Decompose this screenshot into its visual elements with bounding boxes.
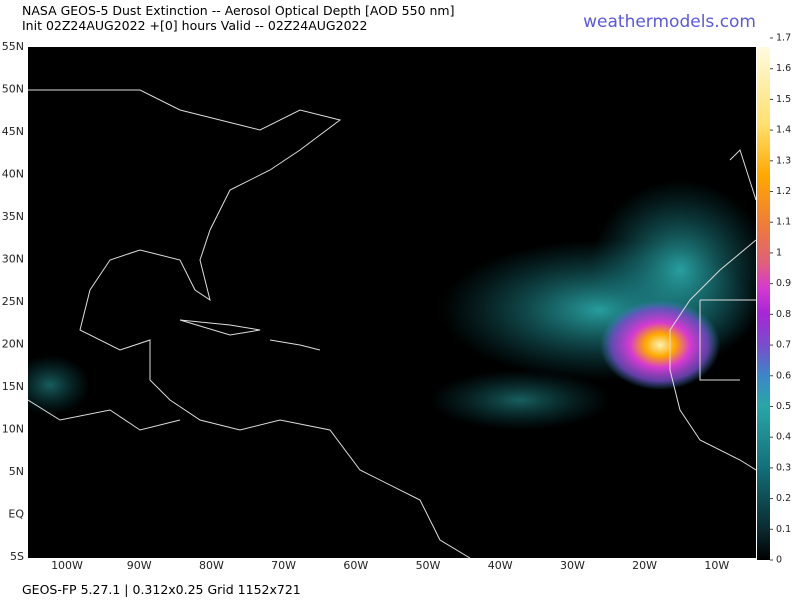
lat-label: 25N: [2, 295, 24, 308]
lon-label: 80W: [199, 559, 224, 572]
lon-label: 100W: [51, 559, 83, 572]
colorbar-label: 1.3: [776, 155, 791, 166]
footer: GEOS-FP 5.27.1 | 0.312x0.25 Grid 1152x72…: [22, 582, 301, 597]
lat-label: 30N: [2, 253, 24, 266]
colorbar: [757, 47, 770, 560]
lon-label: 40W: [488, 559, 513, 572]
lat-label: 5S: [10, 550, 24, 563]
lat-label: 35N: [2, 210, 24, 223]
lat-label: 40N: [2, 168, 24, 181]
colorbar-label: 1.2: [776, 186, 791, 197]
colorbar-label: 0.6: [776, 370, 791, 381]
colorbar-label: 1: [776, 247, 782, 258]
lat-label: 10N: [2, 423, 24, 436]
lon-label: 70W: [271, 559, 296, 572]
colorbar-label: 0.5: [776, 401, 791, 412]
watermark: weathermodels.com: [583, 12, 756, 32]
lat-label: 5N: [9, 465, 24, 478]
colorbar-label: 0: [776, 555, 782, 566]
colorbar-label: 1.1: [776, 217, 791, 228]
lat-label: 20N: [2, 338, 24, 351]
colorbar-label: 1.5: [776, 94, 791, 105]
lat-label: EQ: [8, 508, 24, 521]
lon-label: 60W: [343, 559, 368, 572]
colorbar-label: 0.9: [776, 278, 791, 289]
colorbar-label: 1.4: [776, 125, 791, 136]
lon-label: 90W: [127, 559, 152, 572]
colorbar-label: 1.7: [776, 33, 791, 44]
colorbar-label: 0.8: [776, 309, 791, 320]
lat-label: 15N: [2, 380, 24, 393]
colorbar-label: 0.3: [776, 462, 791, 473]
lon-label: 10W: [704, 559, 729, 572]
colorbar-label: 0.4: [776, 432, 791, 443]
title: NASA GEOS-5 Dust Extinction -- Aerosol O…: [22, 3, 455, 18]
lat-label: 55N: [2, 40, 24, 53]
coastlines: [28, 89, 756, 558]
lon-label: 30W: [560, 559, 585, 572]
lat-label: 50N: [2, 83, 24, 96]
colorbar-label: 1.6: [776, 63, 791, 74]
dust-plume: [28, 180, 756, 430]
lat-label: 45N: [2, 125, 24, 138]
lon-label: 50W: [416, 559, 441, 572]
colorbar-label: 0.7: [776, 340, 791, 351]
colorbar-label: 0.2: [776, 493, 791, 504]
colorbar-label: 0.1: [776, 524, 791, 535]
lon-label: 20W: [632, 559, 657, 572]
subtitle: Init 02Z24AUG2022 +[0] hours Valid -- 02…: [22, 18, 368, 33]
